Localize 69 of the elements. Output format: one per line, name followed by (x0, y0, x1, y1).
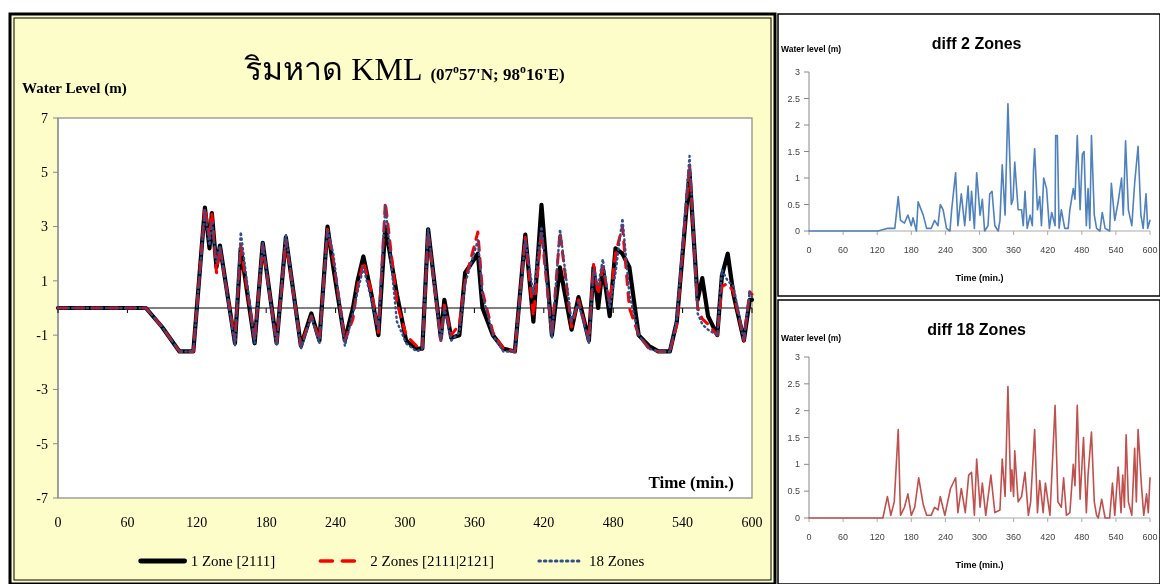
x-tick-label: 60 (838, 532, 849, 542)
line-series (808, 103, 1151, 232)
y-tick-label: 1 (794, 459, 800, 470)
x-tick-label: 360 (1006, 245, 1022, 255)
x-tick-label: 420 (1040, 532, 1056, 542)
x-tick-label: 240 (325, 515, 347, 530)
legend-label: 18 Zones (588, 553, 645, 569)
x-tick-label: 540 (1108, 245, 1124, 255)
y-tick-label: 1 (794, 173, 800, 184)
y-tick-label: -5 (36, 436, 48, 452)
x-tick-label: 300 (971, 532, 988, 542)
legend-label: 2 Zones [2111|2121] (370, 553, 494, 569)
y-tick-label: 2 (794, 405, 800, 416)
y-tick-label: 1.5 (787, 146, 800, 157)
y-tick-label: -3 (36, 382, 48, 398)
x-tick-label: 480 (1074, 532, 1090, 542)
y-tick-label: 7 (41, 110, 48, 126)
x-tick-label: 240 (937, 532, 953, 542)
x-tick-label: 180 (255, 515, 277, 530)
y-tick-label: -7 (36, 490, 48, 506)
chart-title: diff 18 Zones (927, 321, 1027, 338)
x-tick-label: 120 (869, 245, 885, 255)
chart-subtitle: (07$^{o}$57'N; 98$^{o}$16'E) (430, 62, 565, 84)
y-tick-label: 2.5 (787, 378, 800, 389)
x-tick-label: 0 (806, 532, 812, 542)
y-tick-label: -1 (36, 328, 48, 344)
x-tick-label: 300 (394, 515, 416, 530)
y-tick-label: 3 (41, 219, 48, 235)
y-tick-label: 2 (794, 120, 800, 131)
y-tick-label: 3 (794, 67, 800, 78)
line-series (808, 385, 1151, 519)
x-tick-label: 0 (806, 245, 812, 255)
y-tick-label: 1 (41, 273, 48, 289)
x-tick-label: 60 (838, 245, 849, 255)
x-tick-label: 60 (120, 515, 135, 530)
y-tick-label: 5 (41, 165, 48, 181)
x-axis-title: Time (min.) (955, 560, 1004, 570)
chart-title: diff 2 Zones (931, 35, 1022, 52)
x-axis-title: Time (min.) (955, 273, 1004, 283)
x-tick-label: 600 (1142, 245, 1158, 255)
y-tick-label: 2.5 (787, 93, 800, 104)
y-tick-label: 0.5 (787, 486, 800, 497)
x-tick-label: 420 (1040, 245, 1056, 255)
y-axis-title: Water Level (m) (22, 80, 127, 97)
x-tick-label: 360 (463, 515, 485, 530)
x-tick-label: 480 (602, 515, 624, 530)
y-axis-title: Water level (m) (781, 333, 842, 343)
x-tick-label: 360 (1006, 532, 1022, 542)
legend-label: 1 Zone [2111] (190, 553, 276, 569)
x-tick-label: 540 (672, 515, 694, 530)
x-tick-label: 600 (741, 515, 763, 530)
chart-title: ริมหาด KML (244, 51, 423, 87)
y-tick-label: 0 (794, 226, 800, 237)
x-tick-label: 180 (903, 245, 919, 255)
x-tick-label: 300 (971, 245, 988, 255)
y-tick-label: 1.5 (787, 432, 800, 443)
x-tick-label: 540 (1108, 532, 1124, 542)
x-tick-label: 480 (1074, 245, 1090, 255)
x-tick-label: 240 (937, 245, 953, 255)
x-tick-label: 420 (533, 515, 555, 530)
x-tick-label: 0 (54, 515, 62, 530)
x-axis-title: Time (min.) (648, 473, 734, 492)
y-axis-title: Water level (m) (781, 44, 842, 54)
y-tick-label: 0.5 (787, 199, 800, 210)
x-tick-label: 120 (186, 515, 208, 530)
x-tick-label: 180 (903, 532, 919, 542)
y-tick-label: 3 (794, 352, 800, 363)
x-tick-label: 120 (869, 532, 885, 542)
x-tick-label: 600 (1142, 532, 1158, 542)
